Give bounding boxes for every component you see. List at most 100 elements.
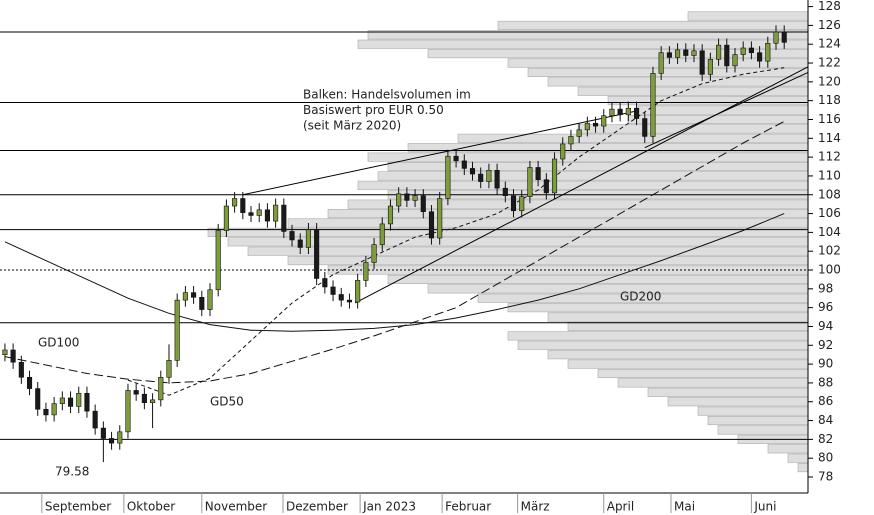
y-tick-label: 108 [818, 187, 841, 201]
candle-body [510, 195, 517, 212]
candle-body [100, 427, 106, 439]
candle-body [182, 292, 188, 301]
candle-body [625, 107, 631, 116]
candle-body [584, 122, 590, 131]
candle-body [396, 193, 402, 207]
moving-average [127, 67, 785, 396]
candle-body [486, 169, 492, 182]
candle-body [346, 299, 353, 303]
candle-body [158, 376, 164, 401]
candle-body [322, 278, 328, 288]
candle-body [478, 173, 484, 182]
candle-body [215, 230, 221, 291]
candle-body [256, 209, 262, 216]
volume-bar [787, 453, 809, 463]
candle-body [117, 431, 123, 444]
candle-body [543, 179, 549, 194]
candle-body [59, 397, 65, 404]
volume-bar [357, 180, 809, 190]
y-tick-label: 100 [818, 263, 841, 277]
candle-body [420, 195, 426, 212]
candle-body [781, 31, 787, 43]
candle-body [716, 44, 722, 60]
candle-body [601, 115, 607, 127]
candle-body [683, 49, 689, 56]
candle-body [26, 376, 33, 389]
volume-bar [667, 397, 809, 407]
candle-body [281, 204, 287, 232]
volume-bar [687, 11, 809, 21]
candle-body [248, 212, 254, 216]
candle-body [125, 390, 131, 433]
volume-bar [647, 387, 809, 397]
y-tick-label: 116 [818, 112, 841, 126]
candle-body [314, 229, 320, 279]
candle-body [568, 136, 574, 145]
y-tick-label: 114 [818, 131, 841, 145]
background-layer [0, 11, 809, 473]
trend-line [354, 66, 809, 304]
candle-body [617, 108, 623, 116]
y-tick-label: 128 [818, 0, 841, 13]
candle-body [658, 52, 664, 74]
volume-bar [247, 246, 809, 256]
candle-body [469, 168, 476, 175]
candle-body [199, 297, 205, 310]
y-tick-label: 122 [818, 56, 841, 70]
ma-label: GD100 [38, 336, 79, 350]
candle-body [35, 388, 41, 410]
candle-body [330, 286, 336, 295]
candle-body [724, 44, 730, 67]
candle-body [412, 195, 418, 201]
volume-bar [507, 303, 809, 313]
volume-bar [507, 58, 809, 68]
y-tick-label: 80 [818, 451, 833, 465]
candle-body [732, 54, 738, 67]
candle-body [675, 49, 681, 58]
candle-body [273, 204, 279, 222]
candle-body [502, 187, 508, 196]
volume-bar [637, 105, 809, 115]
y-tick-label: 92 [818, 338, 833, 352]
annotation: (seit März 2020) [303, 119, 401, 133]
volume-bar [607, 96, 809, 106]
x-tick-label: März [521, 500, 550, 514]
volume-bar [707, 416, 809, 426]
volume-bar [597, 368, 809, 379]
volume-bar [347, 199, 809, 209]
ma-label: GD50 [210, 395, 244, 409]
candle-body [84, 392, 90, 412]
candle-body [18, 361, 24, 378]
low-label: 79.58 [55, 465, 89, 479]
candle-body [109, 438, 115, 444]
candle-body [133, 390, 139, 395]
candle-body [773, 31, 779, 44]
candle-body [634, 107, 640, 119]
candle-body [748, 47, 754, 53]
volume-bar [547, 77, 809, 87]
volume-bar [547, 312, 809, 322]
candle-body [76, 392, 82, 407]
moving-average [4, 120, 785, 384]
annotation: Basiswert pro EUR 0.50 [303, 103, 444, 117]
x-tick-label: Jan 2023 [362, 500, 416, 514]
candle-body [765, 42, 771, 62]
candle-body [240, 198, 246, 213]
trend-line [644, 71, 809, 149]
x-tick-label: Juni [753, 500, 776, 514]
candle-body [223, 205, 229, 231]
candle-body [437, 198, 443, 239]
y-tick-label: 82 [818, 432, 833, 446]
volume-bar [427, 284, 809, 294]
y-tick-label: 106 [818, 206, 841, 220]
candle-body [166, 360, 172, 378]
volume-bar [287, 218, 809, 228]
candle-body [453, 155, 459, 162]
candle-body [338, 294, 344, 301]
candle-body [519, 196, 525, 212]
candle-body [51, 403, 57, 416]
candle-body [150, 399, 156, 403]
volume-bar [797, 463, 809, 473]
x-tick-label: Mai [674, 500, 695, 514]
candle-body [650, 73, 656, 137]
